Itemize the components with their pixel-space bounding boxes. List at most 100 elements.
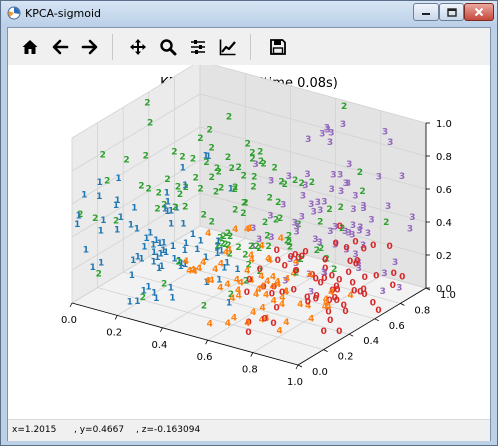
scatter-point-label-1: 1: [98, 226, 104, 236]
scatter-point-label-4: 4: [226, 246, 232, 256]
zoom-button[interactable]: [156, 35, 180, 59]
scatter-point-label-0: 0: [288, 252, 294, 262]
back-button[interactable]: [48, 35, 72, 59]
grid-line: [199, 93, 427, 157]
scatter-point-label-0: 0: [313, 295, 319, 305]
scatter-point-label-1: 1: [114, 196, 120, 206]
scatter-point-label-2: 2: [225, 153, 231, 163]
scatter-point-label-3: 3: [345, 179, 351, 189]
grid-line: [71, 225, 201, 304]
scatter-point-label-4: 4: [323, 295, 329, 305]
x-tick-label: 1.0: [287, 377, 303, 388]
scatter-point-label-2: 2: [154, 204, 160, 214]
scatter-point-label-0: 0: [274, 246, 280, 256]
forward-button[interactable]: [78, 35, 102, 59]
scatter-point-label-2: 2: [273, 215, 279, 225]
scatter-point-label-1: 1: [150, 258, 156, 268]
scatter-point-label-1: 1: [228, 184, 234, 194]
scatter-point-label-0: 0: [309, 270, 315, 280]
scatter-point-label-4: 4: [284, 274, 290, 284]
z-tick-label: 0.8: [436, 152, 452, 163]
pan-button[interactable]: [126, 35, 150, 59]
scatter-point-label-2: 2: [236, 163, 242, 173]
scatter-point-label-2: 2: [278, 178, 284, 188]
scatter-point-label-1: 1: [163, 248, 169, 258]
scatter-point-label-3: 3: [280, 201, 286, 211]
scatter-point-label-3: 3: [268, 176, 274, 186]
scatter-point-label-0: 0: [326, 296, 332, 306]
scatter-point-label-3: 3: [292, 219, 298, 229]
scatter-point-label-2: 2: [286, 238, 292, 248]
scatter-point-label-1: 1: [221, 263, 227, 273]
scatter-point-label-2: 2: [208, 143, 214, 153]
scatter-point-label-0: 0: [322, 255, 328, 265]
scatter-point-label-3: 3: [325, 125, 331, 135]
scatter-point-label-0: 0: [257, 265, 263, 275]
scatter-point-label-4: 4: [244, 267, 250, 277]
scatter-point-label-3: 3: [357, 223, 363, 233]
scatter-point-label-2: 2: [275, 198, 281, 208]
scatter-point-label-2: 2: [175, 258, 181, 268]
axis-ticks: 0.00.20.40.60.81.00.00.20.40.60.81.00.00…: [61, 119, 456, 388]
grid-line: [199, 60, 427, 124]
scatter-point-label-2: 2: [357, 168, 363, 178]
scatter-point-label-3: 3: [256, 235, 262, 245]
grid-line: [199, 225, 427, 289]
scatter-point-label-2: 2: [193, 174, 199, 184]
y-tick-label: 0.0: [312, 367, 328, 378]
scatter-point-label-2: 2: [260, 159, 266, 169]
save-button[interactable]: [266, 35, 290, 59]
scatter-point-label-3: 3: [380, 287, 386, 297]
scatter-point-label-2: 2: [177, 190, 183, 200]
scatter-point-label-1: 1: [130, 256, 136, 266]
scatter-3d-chart[interactable]: KPCA-sigmoid: (time 0.08s) 0.00.20.40.60…: [8, 60, 490, 418]
y-tick-mark: [349, 333, 354, 337]
scatter-point-label-2: 2: [217, 234, 223, 244]
close-button[interactable]: [464, 3, 494, 21]
scatter-point-label-4: 4: [292, 267, 298, 277]
sliders-icon: [191, 40, 205, 54]
scatter-point-label-3: 3: [382, 128, 388, 138]
scatter-point-label-1: 1: [203, 278, 209, 288]
scatter-point-label-1: 1: [158, 250, 164, 260]
scatter-point-label-0: 0: [275, 256, 281, 266]
scatter-point-label-0: 0: [354, 256, 360, 266]
subplots-button[interactable]: [186, 35, 210, 59]
scatter-point-label-1: 1: [190, 230, 196, 240]
scatter-point-label-3: 3: [355, 258, 361, 268]
scatter-point-label-0: 0: [353, 259, 359, 269]
scatter-point-label-1: 1: [143, 234, 149, 244]
scatter-point-label-2: 2: [175, 183, 181, 193]
scatter-point-label-2: 2: [190, 155, 196, 165]
scatter-point-label-4: 4: [191, 267, 197, 277]
scatter-point-label-1: 1: [226, 299, 232, 309]
scatter-point-label-3: 3: [365, 229, 371, 239]
home-button[interactable]: [18, 35, 42, 59]
scatter-point-label-1: 1: [180, 164, 186, 174]
scatter-point-label-3: 3: [286, 172, 292, 182]
scatter-point-label-1: 1: [160, 246, 166, 256]
scatter-point-label-3: 3: [328, 129, 334, 139]
scatter-point-label-2: 2: [331, 265, 337, 275]
scatter-point-label-1: 1: [164, 188, 170, 198]
scatter-point-label-3: 3: [342, 227, 348, 237]
scatter-point-label-1: 1: [153, 236, 159, 246]
plot-area[interactable]: KPCA-sigmoid: (time 0.08s) 0.00.20.40.60…: [8, 60, 490, 418]
scatter-point-label-2: 2: [295, 220, 301, 230]
scatter-point-label-2: 2: [144, 98, 150, 108]
scatter-point-label-3: 3: [252, 160, 258, 170]
scatter-point-label-3: 3: [356, 227, 362, 237]
scatter-point-label-0: 0: [279, 288, 285, 298]
minimize-button[interactable]: [413, 3, 439, 21]
scatter-point-label-0: 0: [261, 314, 267, 324]
scatter-point-label-4: 4: [190, 266, 196, 276]
matplotlib-icon: [7, 6, 21, 20]
arrow-left-icon: [52, 39, 69, 55]
scatter-point-label-2: 2: [161, 201, 167, 211]
maximize-button[interactable]: [439, 3, 464, 21]
scatter-point-label-3: 3: [343, 179, 349, 189]
scatter-point-label-0: 0: [351, 287, 357, 297]
edit-axes-button[interactable]: [216, 35, 240, 59]
scatter-point-label-0: 0: [343, 243, 349, 253]
title-bar[interactable]: KPCA-sigmoid: [1, 1, 497, 27]
